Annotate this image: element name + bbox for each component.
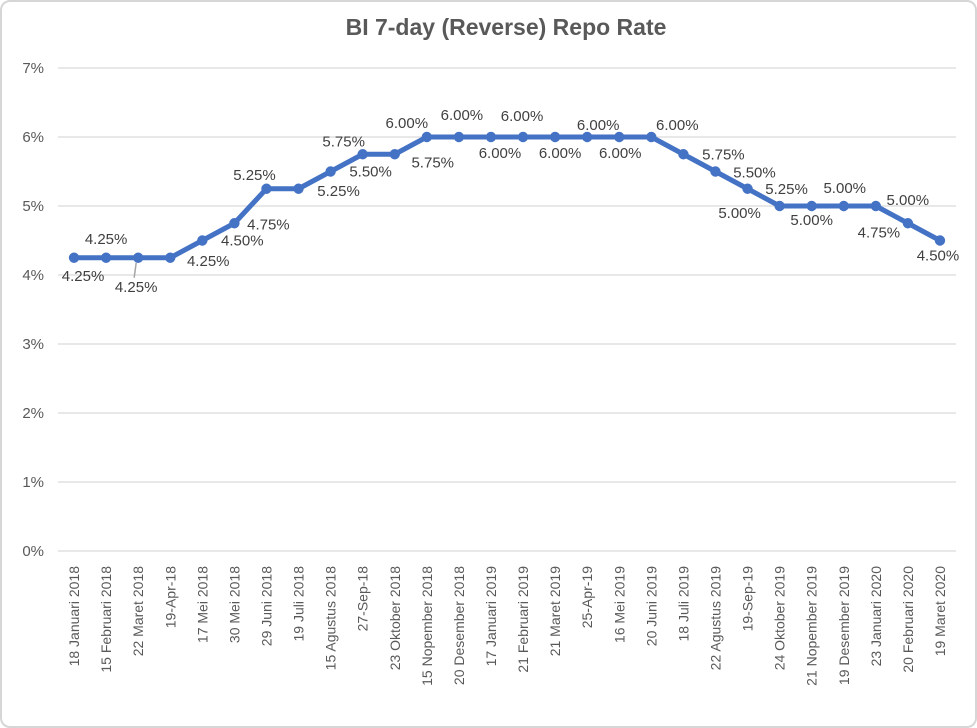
data-point <box>614 131 625 143</box>
data-point <box>132 252 144 263</box>
data-label: 5.75% <box>411 154 454 171</box>
y-tick-label: 2% <box>22 405 44 422</box>
x-tick-label: 20 Februari 2020 <box>900 566 916 673</box>
x-tick-label: 17 Mei 2018 <box>194 566 210 643</box>
data-label: 5.00% <box>887 192 930 209</box>
data-label: 5.25% <box>765 181 808 198</box>
data-point <box>100 252 112 263</box>
y-tick-label: 0% <box>22 543 44 560</box>
data-point <box>870 200 882 212</box>
data-point <box>678 149 689 160</box>
x-tick-label: 15 Februari 2018 <box>98 566 114 673</box>
data-point <box>549 131 561 143</box>
data-point <box>806 200 817 212</box>
x-tick-label: 25-Apr-19 <box>579 566 595 628</box>
x-tick-label: 19 Juli 2018 <box>291 566 307 642</box>
y-tick-label: 3% <box>22 336 44 353</box>
data-point <box>229 218 240 229</box>
chart-title: BI 7-day (Reverse) Repo Rate <box>345 14 667 40</box>
y-tick-label: 4% <box>22 267 44 284</box>
data-label: 6.00% <box>577 117 620 134</box>
x-tick-label: 20 Desember 2018 <box>451 566 467 685</box>
data-label: 4.25% <box>85 231 128 248</box>
series-line <box>71 134 943 261</box>
data-point <box>742 183 753 194</box>
data-point <box>325 166 336 177</box>
x-tick-label: 15 Nopember 2018 <box>419 566 435 686</box>
data-label: 6.00% <box>386 115 429 132</box>
data-point <box>710 166 721 177</box>
data-label: 6.00% <box>479 145 522 162</box>
data-point <box>293 183 304 194</box>
y-tick-label: 7% <box>22 60 44 77</box>
x-tick-label: 19 Maret 2020 <box>932 566 948 656</box>
data-label: 5.25% <box>317 183 360 200</box>
data-label: 6.00% <box>501 108 544 125</box>
data-label: 4.50% <box>221 233 264 250</box>
x-tick-label: 22 Maret 2018 <box>130 566 146 656</box>
data-label: 4.75% <box>247 216 290 233</box>
data-point <box>517 131 529 143</box>
data-point <box>197 235 208 246</box>
y-tick-label: 6% <box>22 129 44 146</box>
x-tick-label: 16 Mei 2019 <box>611 566 627 643</box>
data-label: 5.75% <box>322 133 365 150</box>
data-label: 4.25% <box>187 253 230 270</box>
data-point <box>421 131 433 143</box>
data-point <box>581 131 593 143</box>
x-tick-label: 17 Januari 2019 <box>483 566 499 667</box>
x-tick-label: 20 Juni 2019 <box>643 566 659 646</box>
data-label: 5.00% <box>790 212 833 229</box>
data-point <box>357 149 368 160</box>
data-label: 5.50% <box>349 164 392 181</box>
data-label: 5.50% <box>733 165 776 182</box>
data-label: 5.25% <box>233 167 276 184</box>
data-point <box>774 200 785 212</box>
x-tick-label: 21 Nopember 2019 <box>804 566 820 686</box>
x-tick-label: 30 Mei 2018 <box>226 566 242 643</box>
data-label: 5.00% <box>718 205 761 222</box>
x-tick-label: 19-Sep-19 <box>740 566 756 632</box>
data-label: 4.75% <box>858 224 901 241</box>
data-label: 6.00% <box>656 117 699 134</box>
data-point <box>68 252 80 263</box>
x-tick-label: 15 Agustus 2018 <box>323 566 339 671</box>
x-tick-label: 21 Maret 2019 <box>547 566 563 656</box>
data-label: 4.25% <box>115 279 158 296</box>
label-leader-line <box>133 262 137 278</box>
data-point <box>389 149 400 160</box>
data-label: 4.50% <box>917 248 960 265</box>
data-label: 6.00% <box>539 145 582 162</box>
x-tick-label: 19 Desember 2019 <box>836 566 852 685</box>
data-point <box>838 200 849 212</box>
data-label: 5.00% <box>823 180 866 197</box>
data-point <box>453 131 465 143</box>
y-tick-label: 1% <box>22 474 44 491</box>
x-tick-label: 22 Agustus 2019 <box>707 566 723 671</box>
data-label: 6.00% <box>599 145 642 162</box>
x-tick-label: 24 Oktober 2019 <box>772 566 788 671</box>
data-point <box>646 131 657 143</box>
data-label: 5.75% <box>702 146 745 163</box>
data-point <box>261 183 272 194</box>
data-point <box>165 252 176 263</box>
x-tick-label: 18 Juli 2019 <box>675 566 691 642</box>
data-label: 6.00% <box>441 107 484 124</box>
data-point <box>902 218 914 229</box>
x-tick-label: 18 Januari 2018 <box>66 566 82 667</box>
data-point <box>934 235 946 246</box>
y-tick-label: 5% <box>22 198 44 215</box>
data-label: 4.25% <box>62 268 105 285</box>
x-tick-label: 29 Juni 2018 <box>258 566 274 646</box>
x-tick-label: 27-Sep-18 <box>355 566 371 632</box>
data-point <box>485 131 497 143</box>
x-tick-label: 23 Oktober 2018 <box>387 566 403 671</box>
x-tick-label: 21 Februari 2019 <box>515 566 531 673</box>
x-tick-label: 19-Apr-18 <box>162 566 178 628</box>
x-tick-label: 23 Januari 2020 <box>868 566 884 667</box>
